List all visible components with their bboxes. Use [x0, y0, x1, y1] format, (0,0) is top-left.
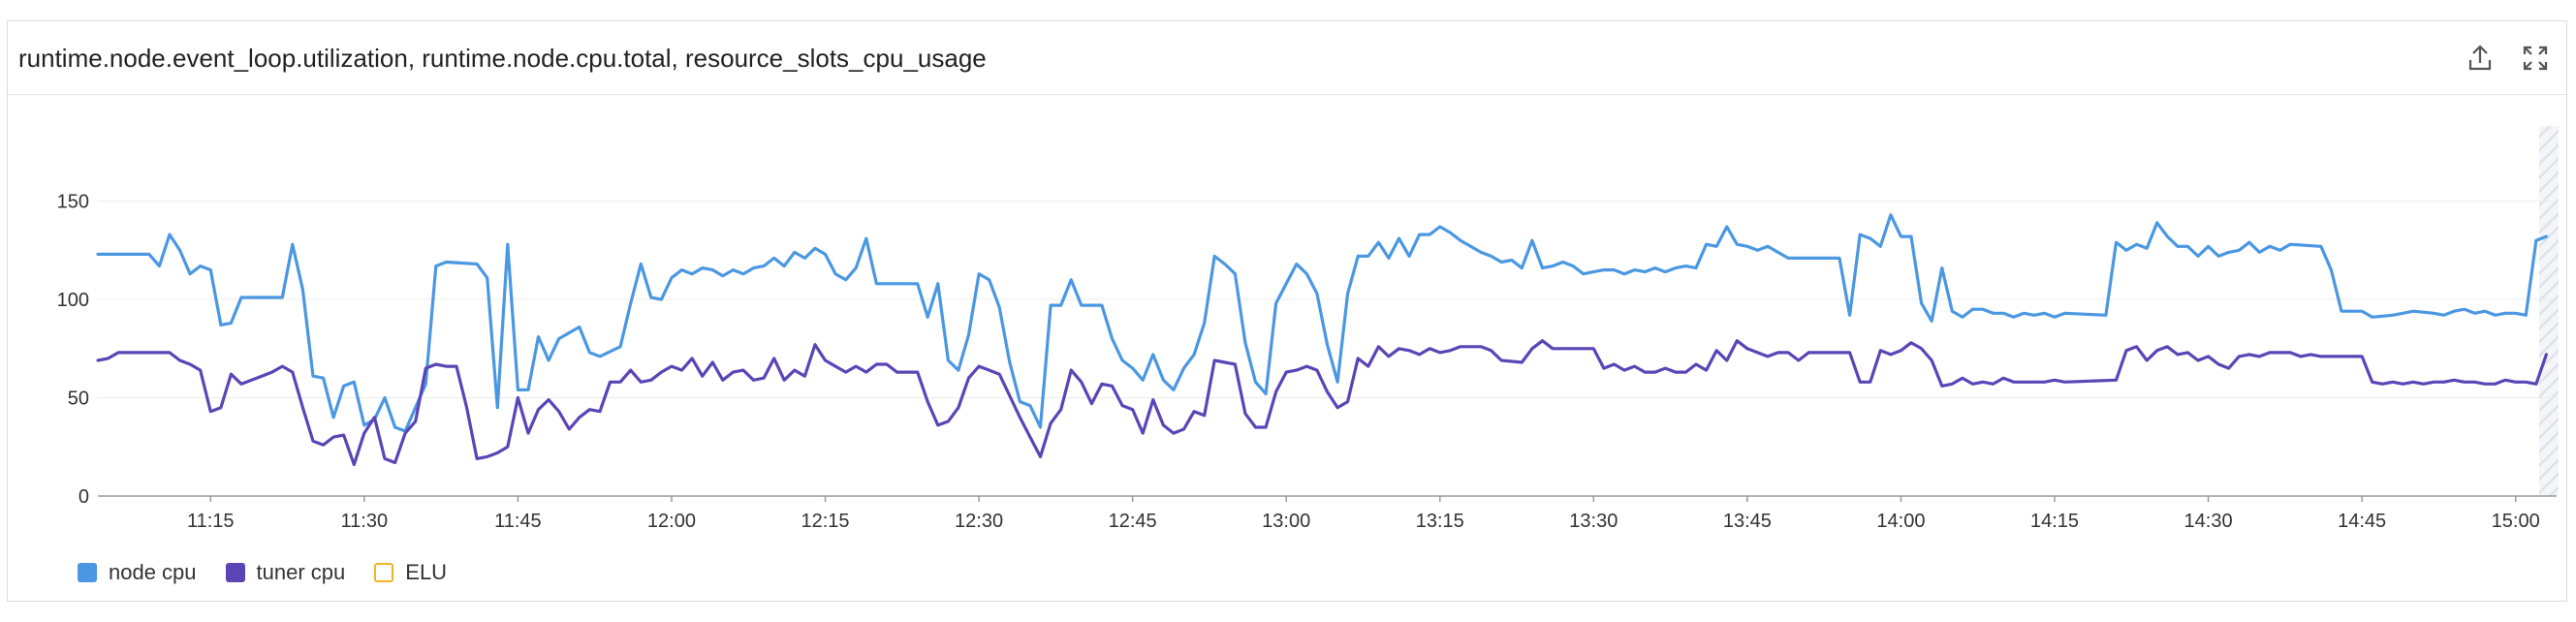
x-tick-label: 14:30: [2184, 511, 2233, 532]
x-tick-label: 11:15: [187, 511, 235, 532]
x-tick-label: 11:30: [341, 511, 389, 532]
legend-item-tuner-cpu[interactable]: tuner cpu: [226, 560, 346, 585]
y-tick-label: 0: [79, 486, 89, 508]
x-tick-label: 13:30: [1569, 511, 1618, 532]
x-tick-label: 12:15: [801, 511, 849, 532]
x-tick-label: 12:45: [1109, 511, 1157, 532]
legend-item-elu[interactable]: ELU: [374, 560, 447, 585]
legend-label: node cpu: [109, 560, 197, 585]
x-tick-label: 13:45: [1723, 511, 1772, 532]
legend-swatch: [374, 563, 393, 582]
x-tick-label: 14:45: [2338, 511, 2386, 532]
x-tick-label: 12:00: [647, 511, 696, 532]
x-tick-label: 13:00: [1262, 511, 1310, 532]
y-tick-label: 50: [68, 389, 89, 410]
timeseries-widget: runtime.node.event_loop.utilization, run…: [7, 20, 2567, 602]
legend-swatch: [78, 563, 97, 582]
legend-item-node-cpu[interactable]: node cpu: [78, 560, 197, 585]
chart-legend: node cpu tuner cpu ELU: [78, 560, 476, 585]
legend-swatch: [226, 563, 245, 582]
x-tick-label: 14:15: [2030, 511, 2079, 532]
line-chart: 0 50 100 150 11:15 11:30 11:45 12:00 12:15 12:30 1…: [8, 21, 2568, 549]
series-line-tuner-cpu: [98, 341, 2546, 465]
legend-label: ELU: [405, 560, 447, 585]
future-hatch-area: [2539, 126, 2559, 496]
x-tick-label: 15:00: [2492, 511, 2540, 532]
x-tick-label: 12:30: [955, 511, 1003, 532]
x-tick-label: 11:45: [494, 511, 542, 532]
legend-label: tuner cpu: [257, 560, 346, 585]
x-tick-label: 14:00: [1876, 511, 1925, 532]
y-tick-label: 100: [57, 290, 89, 311]
x-tick-label: 13:15: [1416, 511, 1464, 532]
y-tick-label: 150: [57, 192, 89, 213]
